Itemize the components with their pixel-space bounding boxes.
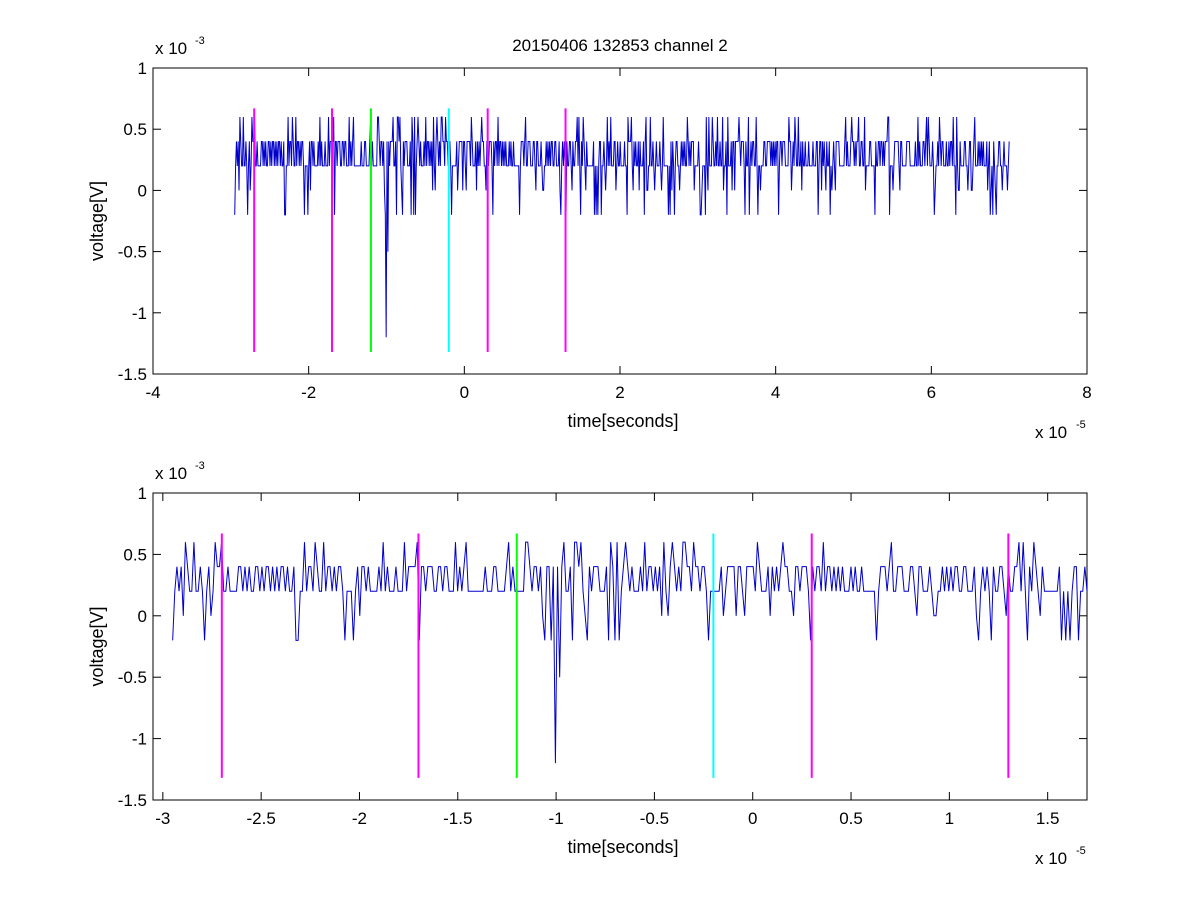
x-tick-label: -2.5	[246, 809, 275, 828]
y-tick-label: 1	[138, 59, 147, 78]
x-tick-label: -2	[352, 809, 367, 828]
x-tick-label: 2	[615, 383, 624, 402]
y-tick-label: -1	[132, 304, 147, 323]
y-tick-label: 0.5	[123, 545, 147, 564]
x-exponent: -5	[1076, 845, 1086, 857]
x-exponent-label: x 10	[1035, 423, 1067, 442]
x-tick-label: -3	[155, 809, 170, 828]
x-axis-label: time[seconds]	[567, 837, 678, 857]
x-tick-label: -1.5	[443, 809, 472, 828]
y-tick-label: -1.5	[118, 365, 147, 384]
x-tick-label: 0.5	[839, 809, 863, 828]
y-axis-label: voltage[V]	[87, 606, 107, 686]
figure-title: 20150406 132853 channel 2	[512, 36, 728, 55]
signal-series-line	[172, 541, 1087, 764]
signal-series-line	[234, 116, 1010, 338]
y-tick-label: -1	[132, 730, 147, 749]
x-tick-label: 0	[460, 383, 469, 402]
y-tick-label: 0	[138, 181, 147, 200]
y-tick-label: -0.5	[118, 243, 147, 262]
x-exponent: -5	[1076, 419, 1086, 431]
x-axis-label: time[seconds]	[567, 411, 678, 431]
y-axis-label: voltage[V]	[87, 181, 107, 261]
plot-panel-1: -4 -2 0 2 4 6 8 -1.5 -1 -0.5 0 0.5 1 time[seconds] vol…	[87, 35, 1092, 442]
y-tick-label: 0	[138, 607, 147, 626]
x-tick-label: 4	[771, 383, 780, 402]
y-exponent: -3	[195, 35, 205, 47]
x-tick-label: -4	[145, 383, 160, 402]
x-tick-label: -2	[301, 383, 316, 402]
y-exponent-label: x 10	[155, 464, 187, 483]
x-tick-label: 1.5	[1036, 809, 1060, 828]
x-tick-label: 0	[748, 809, 757, 828]
y-exponent: -3	[195, 460, 205, 472]
x-tick-label: 8	[1082, 383, 1091, 402]
x-tick-label: 1	[945, 809, 954, 828]
x-exponent-label: x 10	[1035, 849, 1067, 868]
axes-box	[152, 492, 1088, 801]
x-tick-label: -0.5	[640, 809, 669, 828]
x-tick-label: -1	[549, 809, 564, 828]
plot-panels: -4 -2 0 2 4 6 8 -1.5 -1 -0.5 0 0.5 1 time[seconds] vol…	[87, 35, 1092, 868]
y-tick-label: 0.5	[123, 120, 147, 139]
y-exponent-label: x 10	[155, 39, 187, 58]
y-tick-label: 1	[138, 484, 147, 503]
plot-panel-2: -3 -2.5 -2 -1.5 -1 -0.5 0 0.5 1 1.5 -1.5 -1 -0.5 0 0.5…	[87, 460, 1088, 868]
y-tick-label: -0.5	[118, 668, 147, 687]
x-tick-label: 6	[927, 383, 936, 402]
y-tick-label: -1.5	[118, 791, 147, 810]
